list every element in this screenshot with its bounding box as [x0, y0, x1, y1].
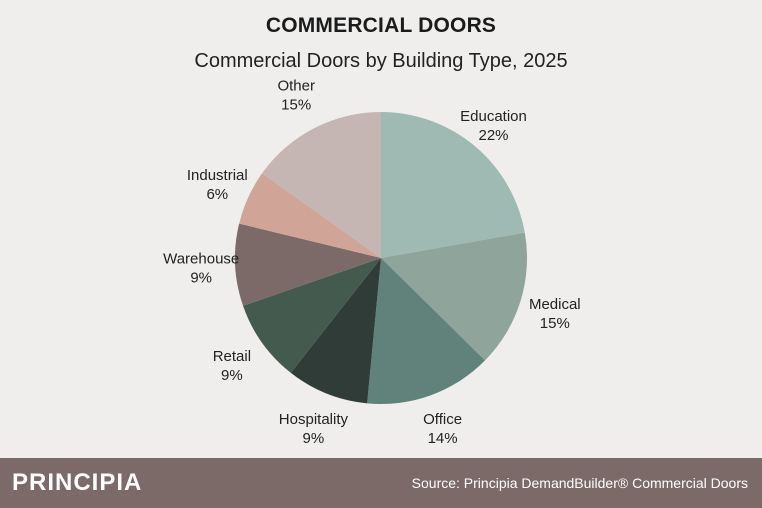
slice-value-hospitality: 9% [303, 430, 325, 447]
slice-value-education: 22% [478, 127, 508, 144]
slice-label-education: Education [460, 108, 527, 125]
pie-chart: Education 22% Medical 15% Office 14% Hospitali… [163, 78, 581, 448]
slice-value-other: 15% [281, 97, 311, 114]
slice-label-hospitality: Hospitality [279, 411, 349, 428]
source-note: Source: Principia DemandBuilder® Commerc… [411, 475, 748, 491]
slice-label-retail: Retail [213, 348, 251, 365]
slice-value-warehouse: 9% [190, 270, 212, 287]
brand-logo: PRINCIPIA [12, 469, 143, 496]
pie-labels: Education 22% Medical 15% Office 14% Hospitali… [163, 78, 581, 448]
pie-slice-education [381, 112, 525, 258]
slice-value-industrial: 6% [206, 186, 228, 203]
pie-slice-hospitality [290, 258, 381, 404]
pie-slices [235, 112, 527, 405]
page-title: COMMERCIAL DOORS [265, 14, 497, 37]
slice-label-warehouse: Warehouse [163, 251, 239, 268]
slice-value-office: 14% [428, 430, 458, 447]
pie-slice-other [262, 112, 381, 258]
pie-slice-office [367, 258, 486, 405]
chart-title: Commercial Doors by Building Type, 2025 [194, 50, 568, 72]
pie-slice-medical [381, 232, 527, 361]
slice-label-medical: Medical [529, 296, 581, 313]
slice-value-medical: 15% [540, 315, 570, 332]
slice-label-other: Other [277, 78, 315, 95]
slice-label-industrial: Industrial [187, 167, 248, 184]
pie-slice-industrial [239, 173, 381, 258]
slice-value-retail: 9% [221, 367, 243, 384]
pie-slice-retail [243, 258, 381, 373]
pie-slice-warehouse [235, 223, 381, 306]
footer-bar: PRINCIPIA Source: Principia DemandBuilde… [0, 458, 762, 508]
slice-label-office: Office [423, 411, 462, 428]
